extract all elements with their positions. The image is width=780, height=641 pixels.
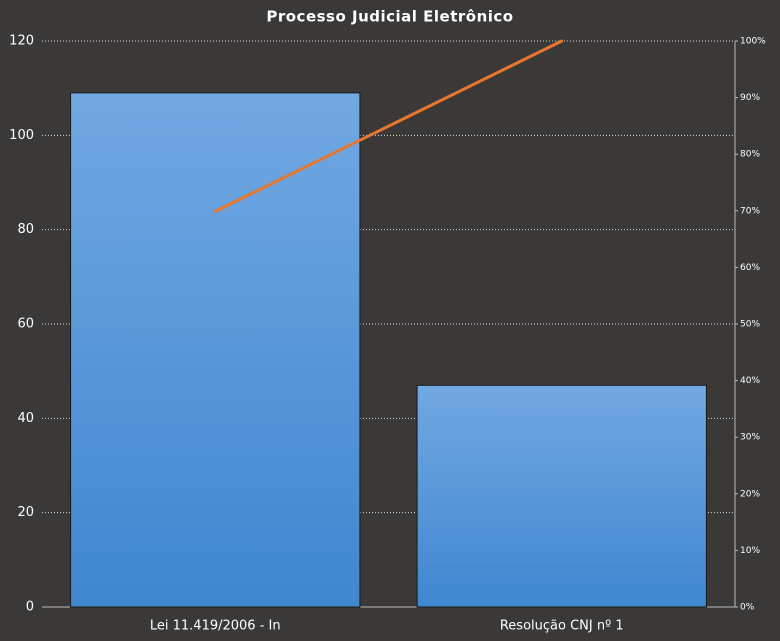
x-tick-label: Resolução CNJ nº 1 <box>500 619 624 634</box>
x-tick-label: Lei 11.419/2006 - In <box>150 619 281 634</box>
y2-tick-label: 40% <box>740 376 760 386</box>
line <box>213 39 564 213</box>
y-tick-label: 0 <box>26 600 34 615</box>
y-tick-label: 100 <box>9 128 34 143</box>
y2-tick-label: 90% <box>740 93 760 103</box>
y2-tick-label: 0% <box>740 603 755 613</box>
y2-tick-label: 80% <box>740 150 760 160</box>
y2-tick-label: 30% <box>740 433 760 443</box>
y2-tick-label: 100% <box>740 37 766 47</box>
y2-tick-label: 50% <box>740 320 760 330</box>
y-tick-label: 60 <box>17 317 34 332</box>
bar <box>70 92 361 608</box>
y2-tick-label: 10% <box>740 546 760 556</box>
y-tick-label: 120 <box>9 34 34 49</box>
y-tick-label: 20 <box>17 505 34 520</box>
y2-tick-label: 70% <box>740 206 760 216</box>
bar <box>416 384 707 608</box>
y-tick-label: 40 <box>17 411 34 426</box>
y-tick-label: 80 <box>17 222 34 237</box>
y2-tick-label: 20% <box>740 489 760 499</box>
y2-tick-label: 60% <box>740 263 760 273</box>
chart-title: Processo Judicial Eletrônico <box>266 8 513 26</box>
